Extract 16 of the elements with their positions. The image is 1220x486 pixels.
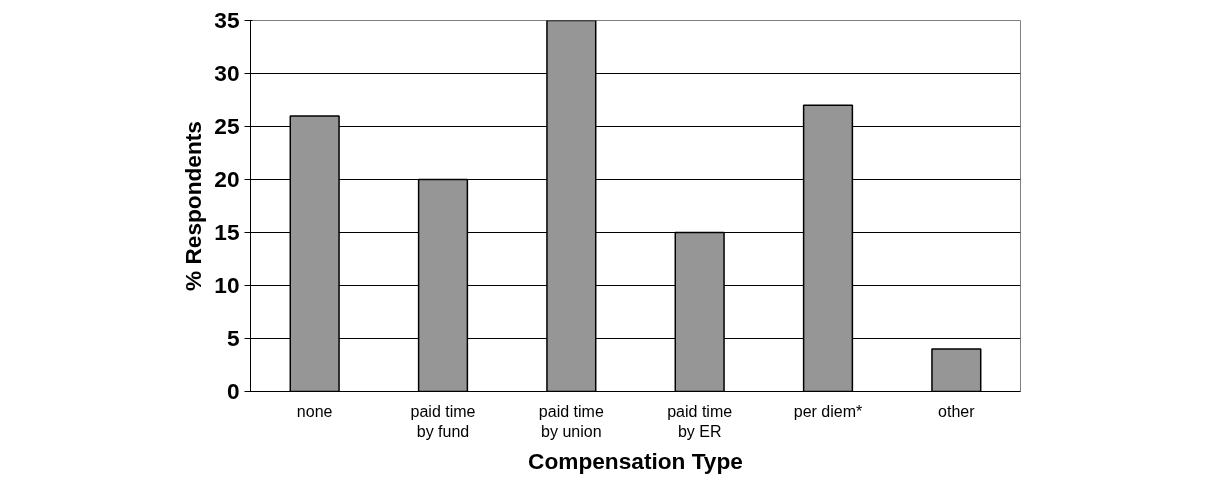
y-tick-label: 5	[226, 325, 240, 351]
y-tick-label: 10	[214, 272, 240, 298]
y-tick-label: 35	[214, 7, 240, 33]
x-axis-title: Compensation Type	[528, 447, 743, 474]
y-tick-label: 20	[214, 166, 240, 192]
x-tick-label: paid time by fund	[410, 402, 476, 440]
x-tick-label: paid time by ER	[667, 402, 733, 440]
x-tick-label: other	[938, 402, 976, 420]
y-tick-label: 25	[214, 113, 240, 139]
y-tick-label: 0	[226, 378, 240, 404]
x-tick-label: per diem*	[793, 402, 863, 420]
x-tick-label: paid time by union	[538, 402, 604, 440]
y-tick-label: 15	[214, 219, 240, 245]
y-tick-label: 30	[214, 60, 240, 86]
y-axis-title: % Respondents	[180, 121, 207, 291]
x-tick-label: none	[296, 402, 333, 420]
